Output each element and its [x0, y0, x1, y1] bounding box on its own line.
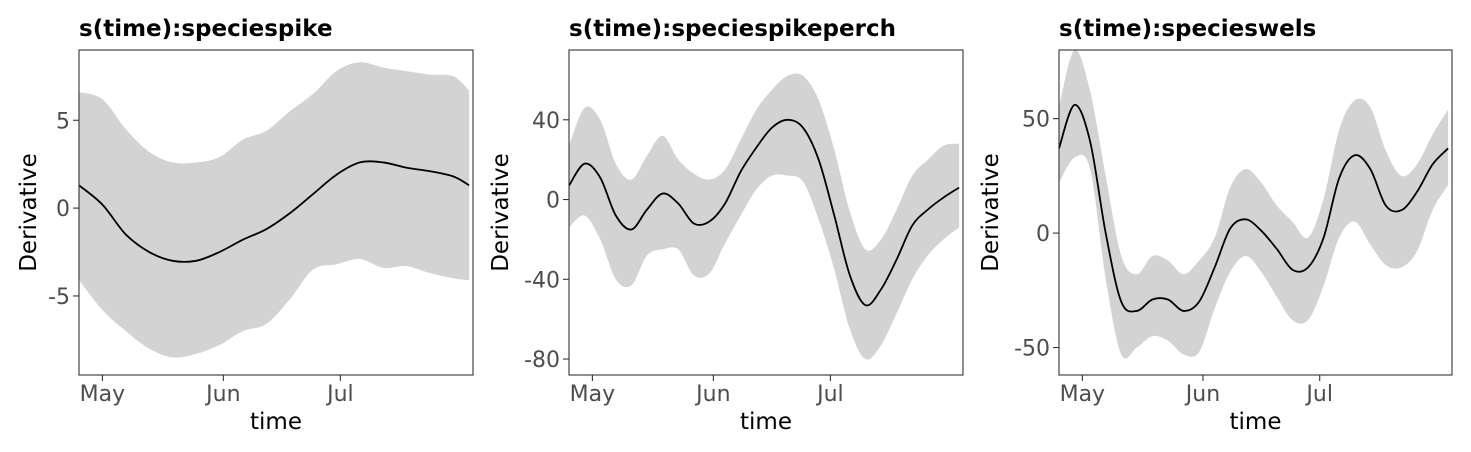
y-axis-label: Derivative: [978, 153, 1004, 272]
derivative-line-3: [1058, 104, 1449, 313]
chart-panel-1: -5 0 5 May Jun Jul s(time):speciespike time Deri…: [16, 16, 474, 435]
y-tick-label: -5: [48, 285, 70, 310]
y-tick-label: 0: [56, 197, 70, 222]
chart-title: s(time):specieswels: [1059, 16, 1316, 42]
x-axis-label: time: [1230, 409, 1282, 435]
derivative-line-2: [568, 118, 960, 307]
chart-panel-3: -50 0 50 May Jun Jul s(time):specieswels time De…: [978, 16, 1453, 435]
y-tick-label: -40: [524, 268, 560, 293]
y-tick-label: 5: [56, 109, 70, 134]
y-axis-label: Derivative: [16, 153, 42, 272]
x-tick-label: Jun: [1184, 382, 1220, 407]
y-axis-label: Derivative: [488, 153, 514, 272]
x-tick-label: Jul: [1304, 382, 1333, 407]
confidence-ribbon-2: [569, 73, 960, 360]
x-tick-label: Jul: [325, 382, 354, 407]
y-tick-label: 40: [532, 109, 560, 134]
y-tick-label: 0: [1036, 222, 1050, 247]
y-tick-label: -80: [524, 348, 560, 373]
x-tick-label: Jun: [204, 382, 240, 407]
x-axis-label: time: [740, 409, 792, 435]
panel-border-1: [78, 49, 474, 376]
y-tick-label: 0: [546, 189, 560, 214]
confidence-ribbon-1: [79, 62, 470, 358]
y-tick-label: -50: [1014, 337, 1050, 362]
x-tick-label: May: [1060, 382, 1105, 407]
y-tick-label: 50: [1022, 108, 1050, 133]
derivative-line-1: [78, 160, 470, 263]
x-tick-label: May: [80, 382, 125, 407]
confidence-ribbon-3: [1059, 49, 1449, 359]
panel-border-3: [1058, 49, 1453, 376]
chart-title: s(time):speciespikeperch: [569, 16, 896, 42]
panel-border-2: [568, 49, 964, 376]
chart-title: s(time):speciespike: [79, 16, 333, 42]
x-tick-label: May: [570, 382, 615, 407]
x-tick-label: Jul: [815, 382, 844, 407]
x-tick-label: Jun: [694, 382, 730, 407]
x-axis-label: time: [250, 409, 302, 435]
chart-panel-2: -80 -40 0 40 May Jun Jul s(time):speciespikeper…: [488, 16, 964, 435]
